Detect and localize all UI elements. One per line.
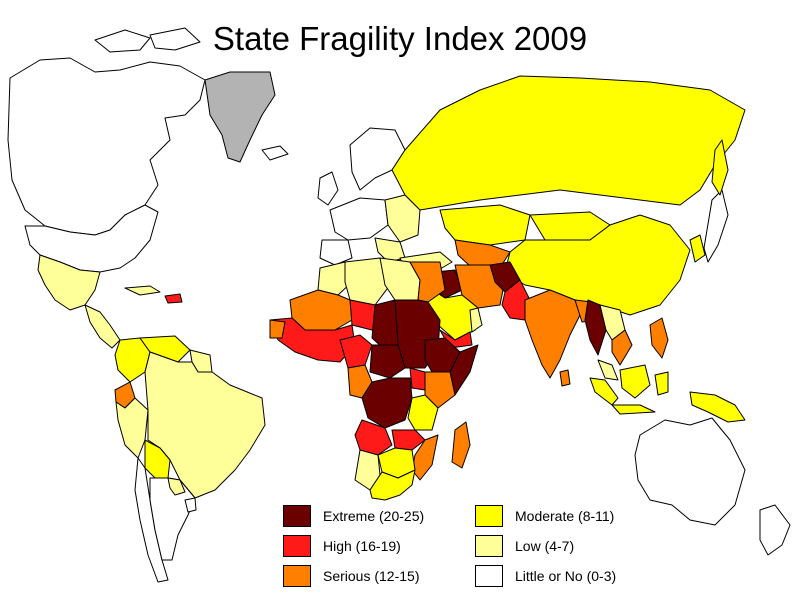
legend-item-little-or-no: Little or No (0-3): [475, 564, 616, 588]
region-senegal: [269, 319, 286, 339]
region-sri-lanka: [559, 369, 571, 387]
region-new-zealand: [759, 504, 791, 556]
legend-label-serious: Serious (12-15): [323, 568, 420, 584]
region-nigeria: [339, 334, 373, 369]
region-uganda: [409, 367, 426, 391]
region-south-africa: [369, 469, 416, 501]
region-haiti: [164, 293, 183, 304]
map-title: State Fragility Index 2009: [212, 20, 588, 57]
region-malaysia: [597, 359, 619, 381]
region-borneo: [619, 364, 651, 399]
region-iceland: [261, 145, 289, 161]
legend-item-extreme: Extreme (20-25): [283, 504, 424, 528]
region-sumatra: [589, 377, 619, 406]
region-central-america: [84, 304, 121, 349]
region-australia: [634, 417, 746, 526]
legend-item-moderate: Moderate (8-11): [475, 504, 614, 528]
region-sulawesi: [654, 371, 669, 396]
legend-item-serious: Serious (12-15): [283, 564, 420, 588]
legend-label-little-or-no: Little or No (0-3): [515, 568, 617, 584]
region-drc: [361, 377, 413, 429]
region-philippines: [649, 317, 669, 359]
region-north-america: [7, 57, 206, 236]
legend-label-low: Low (4-7): [515, 538, 575, 554]
region-kazakhstan: [439, 204, 531, 246]
region-kenya: [424, 371, 456, 409]
legend-item-low: Low (4-7): [475, 534, 574, 558]
legend: Extreme (20-25) High (16-19) Serious (12…: [283, 504, 643, 596]
legend-swatch-serious: [283, 565, 311, 587]
region-russia: [391, 75, 746, 211]
region-tanzania: [407, 394, 439, 431]
region-western-europe: [329, 197, 389, 241]
region-cuba: [124, 285, 161, 296]
region-paraguay: [167, 477, 186, 496]
region-kamchatka: [711, 139, 729, 196]
region-india: [524, 289, 581, 379]
region-arctic-islands: [94, 29, 151, 53]
legend-swatch-little-or-no: [475, 565, 503, 587]
region-korea-japan: [689, 234, 706, 263]
region-cambodia-vietnam: [611, 329, 633, 366]
region-new-guinea: [689, 391, 746, 423]
region-scandinavia: [349, 127, 406, 191]
region-madagascar: [451, 421, 471, 469]
region-uruguay: [184, 497, 197, 513]
region-arctic-islands-2: [149, 27, 201, 51]
legend-label-moderate: Moderate (8-11): [515, 508, 615, 524]
legend-item-high: High (16-19): [283, 534, 401, 558]
region-uk: [317, 171, 339, 206]
region-oman: [469, 307, 483, 333]
region-japan: [703, 189, 729, 263]
region-brazil: [144, 351, 266, 499]
region-venezuela: [139, 335, 191, 363]
legend-label-extreme: Extreme (20-25): [323, 508, 425, 524]
region-java: [611, 404, 656, 415]
region-iberia: [319, 239, 353, 266]
legend-swatch-high: [283, 535, 311, 557]
region-morocco: [317, 261, 353, 296]
legend-swatch-low: [475, 535, 503, 557]
legend-label-high: High (16-19): [323, 538, 401, 554]
region-greenland: [204, 71, 276, 163]
legend-swatch-moderate: [475, 505, 503, 527]
region-zambia-malawi: [391, 429, 426, 451]
region-mauritania-mali: [289, 289, 353, 331]
legend-swatch-extreme: [283, 505, 311, 527]
region-car: [369, 344, 406, 379]
region-mozambique: [411, 434, 439, 481]
region-peru: [115, 397, 149, 459]
